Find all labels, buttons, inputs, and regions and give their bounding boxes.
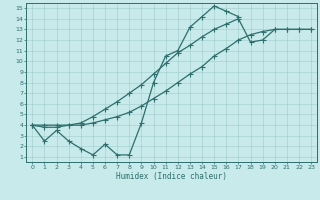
- X-axis label: Humidex (Indice chaleur): Humidex (Indice chaleur): [116, 172, 227, 181]
